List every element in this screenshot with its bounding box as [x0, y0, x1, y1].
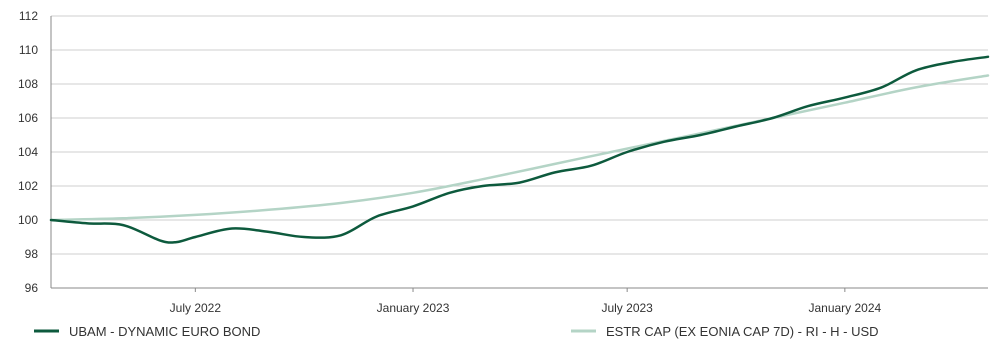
- y-tick-label: 100: [18, 213, 38, 227]
- y-tick-label: 106: [18, 111, 38, 125]
- legend-item-1: UBAM - DYNAMIC EURO BOND: [34, 324, 260, 339]
- y-tick-label: 98: [25, 247, 39, 261]
- y-tick-label: 108: [18, 77, 38, 91]
- x-tick-label: January 2023: [377, 301, 450, 315]
- legend-item-2: ESTR CAP (EX EONIA CAP 7D) - RI - H - US…: [571, 324, 879, 339]
- x-tick-label: January 2024: [808, 301, 881, 315]
- y-tick-label: 96: [25, 281, 39, 295]
- y-axis-labels: 96 98 100 102 104 106 108 110 112: [18, 9, 38, 295]
- x-axis-labels: July 2022 January 2023 July 2023 January 20…: [170, 288, 882, 315]
- legend: UBAM - DYNAMIC EURO BOND ESTR CAP (EX EO…: [34, 324, 879, 339]
- series-lines: [49, 55, 990, 244]
- y-tick-label: 110: [19, 43, 38, 57]
- x-tick-label: July 2022: [170, 301, 222, 315]
- y-tick-label: 102: [18, 179, 38, 193]
- y-tick-label: 104: [18, 145, 38, 159]
- y-tick-label: 112: [19, 9, 38, 23]
- legend-label-2: ESTR CAP (EX EONIA CAP 7D) - RI - H - US…: [606, 324, 879, 339]
- series-line-2: [49, 74, 990, 222]
- grid-lines: [51, 15, 988, 255]
- series-line-1: [49, 55, 990, 244]
- x-tick-label: July 2023: [601, 301, 653, 315]
- legend-label-1: UBAM - DYNAMIC EURO BOND: [69, 324, 260, 339]
